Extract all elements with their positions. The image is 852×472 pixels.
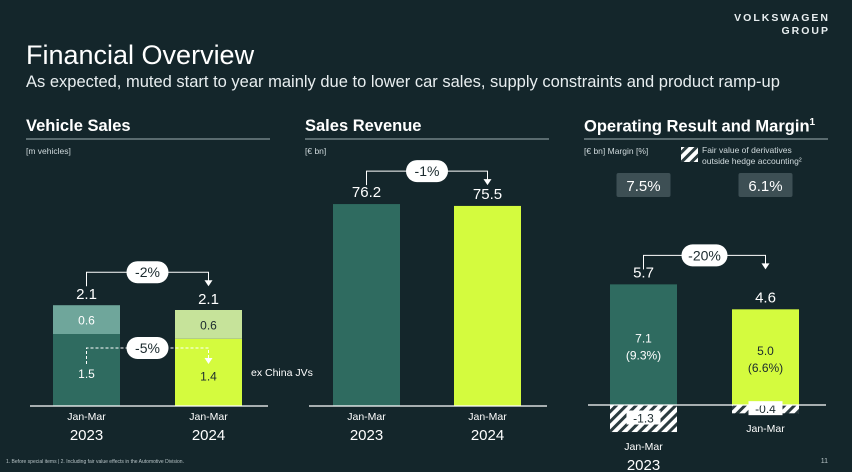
- vehicle-sales-change-ex-china-arrow: [204, 358, 213, 364]
- operating-result-before-fv-label-0: 7.1: [635, 332, 652, 346]
- operating-result-margin-1: 6.1%: [748, 178, 782, 195]
- sales-revenue-change-pill: [406, 160, 448, 183]
- vehicle-sales-title: Vehicle Sales: [26, 117, 131, 135]
- sales-revenue-bar-1: [454, 205, 521, 406]
- operating-result-total-1: 4.6: [755, 289, 776, 306]
- brand-logo: VOLKSWAGEN GROUP: [734, 12, 830, 38]
- operating-result-category-0-period: Jan-Mar: [624, 441, 663, 453]
- vehicle-sales-change-total-pill: [126, 261, 169, 284]
- vehicle-sales-change-ex-china-pill: [126, 337, 169, 359]
- operating-result-unit: [€ bn] Margin [%]: [584, 146, 649, 156]
- operating-result-bar-1: [732, 309, 799, 405]
- sales-revenue-unit: [€ bn]: [305, 146, 327, 156]
- sales-revenue-bar-0: [333, 204, 400, 406]
- vehicle-sales-change-total-arrow: [204, 280, 213, 287]
- vehicle-sales-ex-china-label-0: 1.5: [78, 367, 95, 381]
- sales-revenue-category-0-period: Jan-Mar: [347, 411, 386, 423]
- operating-result-change-label: -20%: [688, 247, 721, 263]
- sales-revenue-change-label: -1%: [415, 163, 440, 179]
- sales-revenue-category-1-year: 2024: [471, 427, 504, 444]
- operating-result-margin-box-1: [738, 173, 793, 197]
- vehicle-sales-bar-china-jv-1: [175, 310, 242, 339]
- page-number: 11: [820, 458, 828, 465]
- operating-result-bar-0: [610, 284, 677, 405]
- brand-line-2: GROUP: [781, 25, 830, 37]
- operating-result-legend-label-1: Fair value of derivatives: [702, 145, 792, 155]
- operating-result-total-0: 5.7: [633, 264, 654, 281]
- operating-result-title: Operating Result and Margin1: [584, 117, 815, 137]
- vehicle-sales-chart: 1.5 0.6 2.1 Jan-Mar 2023 1.4 0.6 2.1 Jan-Mar 2024…: [30, 261, 313, 444]
- vehicle-sales-change-total-label: -2%: [135, 264, 160, 280]
- vehicle-sales-bar-ex-china-0: [53, 334, 120, 406]
- operating-result-margin-box-0: [616, 173, 671, 197]
- sales-revenue-category-0-year: 2023: [350, 427, 383, 444]
- vehicle-sales-total-1: 2.1: [198, 291, 219, 308]
- operating-result-category-1-period: Jan-Mar: [746, 423, 785, 435]
- sales-revenue-title: Sales Revenue: [305, 117, 422, 135]
- operating-result-title-footnote-mark: 1: [809, 117, 816, 128]
- vehicle-sales-china-jv-label-1: 0.6: [200, 318, 217, 332]
- operating-result-fair-value-label-1: -0.4: [755, 402, 776, 416]
- operating-result-legend-swatch: [681, 147, 698, 162]
- operating-result-margin-0: 7.5%: [626, 178, 660, 195]
- vehicle-sales-total-0: 2.1: [76, 286, 97, 303]
- vehicle-sales-category-0-year: 2023: [70, 427, 103, 444]
- vehicle-sales-china-jv-label-0: 0.6: [78, 314, 95, 328]
- operating-result-before-fv-label-1: 5.0: [757, 344, 774, 358]
- page-title: Financial Overview: [26, 40, 255, 70]
- page-subtitle: As expected, muted start to year mainly …: [26, 73, 780, 91]
- vehicle-sales-ex-china-label-1: 1.4: [200, 369, 217, 383]
- operating-result-chart: -1.3 7.1 (9.3%) 5.7 7.5% Jan-Mar 2023 -0.4 5.0 (6…: [588, 145, 826, 472]
- operating-result-title-text: Operating Result and Margin: [584, 117, 810, 136]
- operating-result-change-pill: [681, 244, 728, 267]
- vehicle-sales-bar-china-jv-0: [53, 305, 120, 334]
- vehicle-sales-unit: [m vehicles]: [26, 146, 71, 156]
- operating-result-category-0-year: 2023: [627, 457, 660, 472]
- operating-result-legend-label-2: outside hedge accounting²: [702, 156, 802, 166]
- operating-result-fair-value-label-0: -1.3: [633, 412, 654, 426]
- operating-result-change-arrow: [761, 263, 770, 270]
- vehicle-sales-change-ex-china-label: -5%: [135, 340, 160, 356]
- vehicle-sales-series-note: ex China JVs: [251, 367, 313, 379]
- vehicle-sales-category-1-year: 2024: [192, 427, 225, 444]
- vehicle-sales-category-1-period: Jan-Mar: [189, 411, 228, 423]
- operating-result-before-fv-margin-0: (9.3%): [626, 349, 661, 363]
- operating-result-before-fv-margin-1: (6.6%): [748, 361, 783, 375]
- sales-revenue-value-1: 75.5: [473, 186, 502, 203]
- brand-line-1: VOLKSWAGEN: [734, 12, 830, 24]
- sales-revenue-chart: 76.2 Jan-Mar 2023 75.5 Jan-Mar 2024 -1%: [309, 160, 547, 444]
- footnote: 1. Before special items | 2. Including f…: [6, 459, 184, 465]
- sales-revenue-change-arrow: [483, 179, 492, 186]
- operating-result-fair-value-label-bg-0: [626, 410, 661, 425]
- vehicle-sales-category-0-period: Jan-Mar: [67, 411, 106, 423]
- sales-revenue-category-1-period: Jan-Mar: [468, 411, 507, 423]
- sales-revenue-value-0: 76.2: [352, 184, 381, 201]
